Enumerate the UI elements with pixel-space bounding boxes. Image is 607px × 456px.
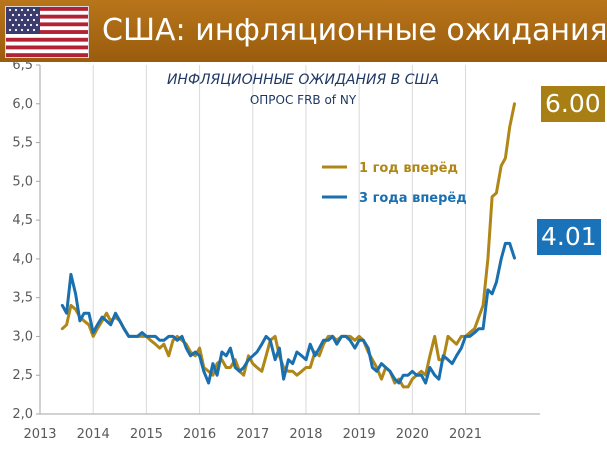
- x-tick-label: 2015: [130, 427, 163, 442]
- series-line-1: [60, 102, 516, 389]
- x-tick-label: 2021: [449, 427, 482, 442]
- three-year-value-callout: 4.01: [537, 219, 601, 255]
- y-tick-label: 5,0: [12, 174, 33, 189]
- legend-label-1: 1 год вперёд: [359, 161, 458, 176]
- y-tick-label: 3,0: [12, 329, 33, 344]
- y-tick-label: 5,5: [12, 136, 33, 151]
- y-tick-label: 4,5: [12, 213, 33, 228]
- y-tick-label: 2,5: [12, 368, 33, 383]
- x-tick-label: 2020: [396, 427, 429, 442]
- y-tick-label: 2,0: [12, 407, 33, 422]
- x-tick-label: 2013: [23, 427, 56, 442]
- us-flag-icon: [5, 6, 89, 58]
- x-tick-label: 2017: [236, 427, 269, 442]
- chart-title: ИНФЛЯЦИОННЫЕ ОЖИДАНИЯ В США: [167, 72, 439, 88]
- y-tick-label: 3,5: [12, 291, 33, 306]
- x-tick-label: 2018: [289, 427, 322, 442]
- y-tick-label: 6,0: [12, 97, 33, 112]
- page-title: США: инфляционные ожидания: [102, 13, 607, 48]
- legend-label-2: 3 года вперёд: [359, 191, 467, 206]
- series-line-2: [60, 241, 516, 385]
- y-tick-label: 4,0: [12, 252, 33, 267]
- x-tick-label: 2019: [343, 427, 376, 442]
- inflation-expectations-chart: 2,0 2,5 3,0 3,5 4,0 4,5 5,0 5,5 6,0 6,5 2013 2014 20…: [12, 62, 540, 442]
- chart-subtitle: ОПРОС FRB of NY: [250, 93, 357, 107]
- one-year-value-callout: 6.00: [541, 86, 605, 122]
- chart-area: 2,0 2,5 3,0 3,5 4,0 4,5 5,0 5,5 6,0 6,5 2013 2014 20…: [0, 62, 607, 456]
- y-tick-label: 6,5: [12, 62, 33, 73]
- header-banner: США: инфляционные ожидания: [0, 0, 607, 62]
- x-tick-label: 2014: [77, 427, 110, 442]
- x-tick-label: 2016: [183, 427, 216, 442]
- us-flag-graphic: [6, 7, 88, 57]
